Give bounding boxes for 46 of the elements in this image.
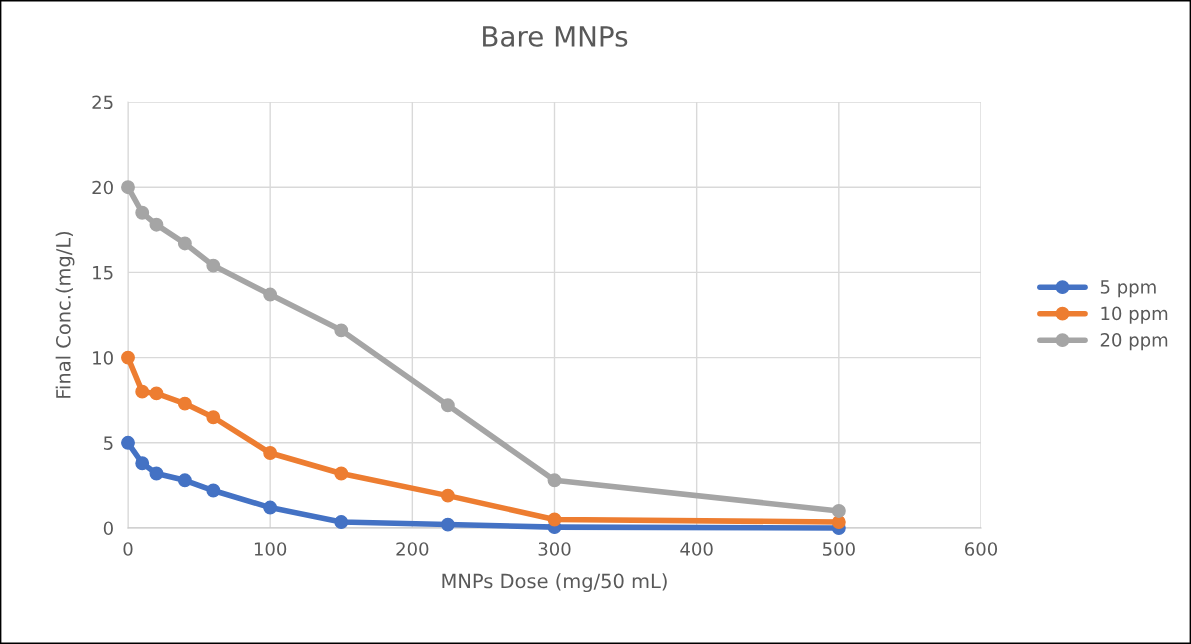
- point: [206, 410, 221, 425]
- point: [135, 205, 150, 220]
- point: [149, 217, 164, 232]
- point: [547, 473, 562, 488]
- x-tick-label: 200: [396, 542, 429, 556]
- point: [263, 446, 278, 460]
- y-tick-label: 5: [104, 436, 113, 450]
- point: [206, 258, 221, 273]
- y-tick-label: 0: [103, 521, 113, 536]
- x-tick-label: 0: [123, 542, 133, 556]
- point: [135, 384, 150, 399]
- x-tick-label: 300: [538, 542, 571, 556]
- point: [440, 398, 455, 413]
- point: [547, 512, 562, 527]
- point: [177, 473, 192, 488]
- x-tick-label: 400: [680, 542, 713, 556]
- point: [831, 504, 846, 518]
- x-tick-label: 100: [254, 542, 287, 556]
- x-tick-label: 600: [965, 542, 998, 556]
- chart-title: Bare MNPs: [483, 26, 628, 47]
- point: [440, 517, 455, 532]
- point: [440, 488, 455, 503]
- legend-label: 20 ppm: [1100, 333, 1168, 351]
- point: [121, 180, 135, 195]
- point: [149, 386, 164, 401]
- x-tick-label: 500: [823, 542, 855, 556]
- point: [121, 350, 135, 365]
- y-axis-title: Final Conc.(mg/L): [55, 231, 75, 398]
- x-axis-title: MNPs Dose (mg/50 mL): [442, 573, 667, 593]
- point: [149, 466, 164, 481]
- point: [334, 323, 349, 338]
- point: [121, 435, 135, 450]
- y-tick-label: 10: [93, 351, 113, 365]
- legend-label: 5 ppm: [1100, 280, 1156, 298]
- point: [177, 236, 192, 251]
- point: [206, 483, 221, 498]
- point: [135, 456, 150, 471]
- point: [263, 287, 278, 302]
- y-tick-label: 25: [92, 95, 113, 110]
- legend-label: 10 ppm: [1101, 306, 1168, 324]
- point: [334, 466, 349, 481]
- y-tick-label: 15: [93, 266, 113, 280]
- point: [334, 515, 349, 529]
- point: [177, 396, 192, 411]
- point: [263, 500, 278, 515]
- y-tick-label: 20: [92, 180, 113, 195]
